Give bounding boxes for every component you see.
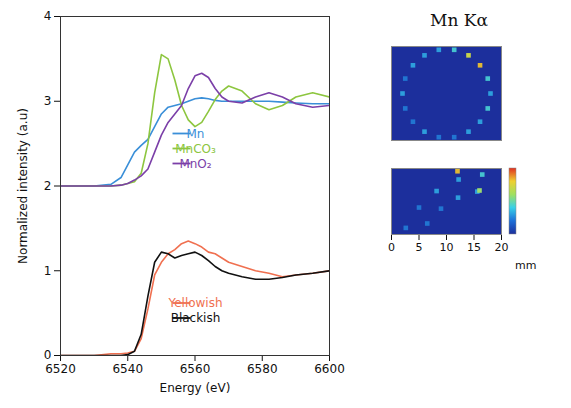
svg-text:MnCO₃: MnCO₃ (175, 142, 216, 156)
svg-text:Mn: Mn (187, 127, 205, 141)
svg-text:2: 2 (44, 179, 52, 193)
svg-text:MnO₂: MnO₂ (179, 157, 211, 171)
svg-text:mm: mm (515, 259, 536, 272)
svg-text:6520: 6520 (45, 362, 76, 376)
svg-text:5: 5 (416, 241, 423, 254)
svg-text:15: 15 (467, 241, 481, 254)
svg-text:6600: 6600 (314, 362, 345, 376)
svg-text:0: 0 (44, 348, 52, 362)
svg-text:0: 0 (388, 241, 395, 254)
svg-text:Energy (eV): Energy (eV) (160, 381, 231, 395)
svg-text:3: 3 (44, 94, 52, 108)
svg-text:Normalized intensity (a.u): Normalized intensity (a.u) (16, 108, 30, 264)
svg-text:1: 1 (44, 264, 52, 278)
svg-text:10: 10 (440, 241, 454, 254)
svg-text:20: 20 (495, 241, 509, 254)
html-text:Mn Kα: Mn Kα (430, 10, 488, 30)
svg-text:6560: 6560 (180, 362, 211, 376)
svg-text:6580: 6580 (247, 362, 278, 376)
svg-text:Blackish: Blackish (171, 311, 221, 325)
svg-text:Yellowish: Yellowish (167, 296, 222, 310)
svg-text:4: 4 (44, 9, 52, 23)
svg-text:6540: 6540 (112, 362, 143, 376)
